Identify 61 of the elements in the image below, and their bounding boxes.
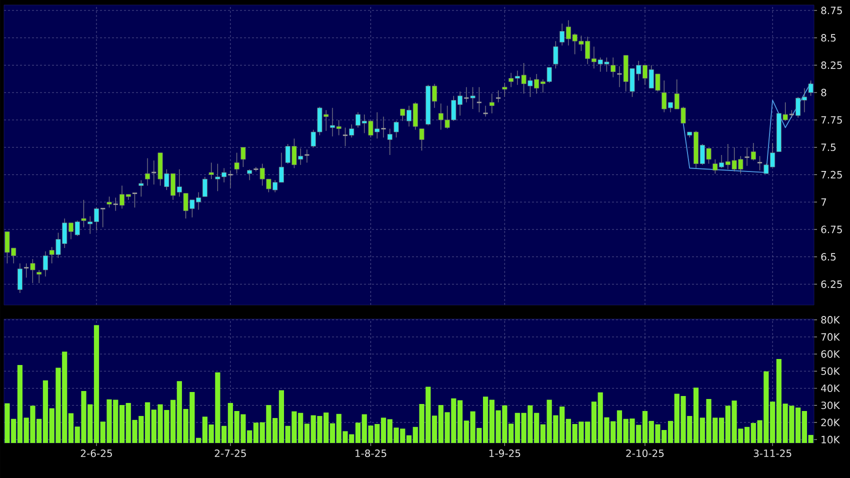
candlestick: [349, 124, 354, 138]
candlestick: [227, 170, 234, 188]
candlestick: [470, 86, 476, 110]
candlestick: [756, 156, 763, 171]
candlestick: [100, 208, 106, 228]
y-tick-label: 7.5: [821, 144, 836, 152]
y-tick-label: 7: [821, 198, 826, 206]
candlestick: [138, 180, 144, 197]
candlestick: [489, 93, 494, 114]
candlestick: [240, 147, 246, 168]
candlestick: [36, 270, 42, 284]
candlestick: [247, 168, 252, 180]
candlestick: [553, 40, 558, 69]
y-tick-label: 7.75: [821, 116, 842, 124]
candlestick: [42, 251, 48, 277]
y-tick-label: 10K: [822, 436, 840, 444]
candlestick: [30, 258, 36, 284]
candlestick: [252, 166, 259, 172]
y-tick-label: 30K: [821, 402, 840, 410]
candlestick: [202, 176, 208, 197]
y-tick-label: 50K: [821, 367, 840, 375]
candlestick: [106, 196, 112, 208]
x-tick-label: 1-8-25: [356, 450, 386, 458]
y-tick-label: 8.75: [821, 6, 842, 14]
x-tick-label: 2-7-25: [214, 450, 246, 458]
y-tick-label: 8.25: [821, 61, 842, 69]
candlestick: [482, 105, 489, 117]
candlestick: [81, 200, 86, 228]
candlestick: [750, 142, 756, 161]
y-tick-label: 70K: [821, 333, 840, 341]
y-tick-label: 40K: [821, 384, 840, 392]
x-tick-label: 1-9-25: [489, 450, 520, 458]
y-tick-label: 6.5: [821, 253, 836, 261]
y-tick-label: 80K: [821, 316, 840, 324]
y-tick-label: 7.25: [821, 170, 842, 178]
candlestick: [808, 80, 814, 96]
candlestick: [476, 86, 482, 113]
y-tick-label: 20K: [821, 418, 840, 426]
candlestick: [394, 120, 399, 138]
candlestick: [342, 127, 348, 147]
candlestick: [502, 82, 508, 98]
candlestick: [380, 116, 386, 138]
y-tick-label: 60K: [821, 350, 840, 358]
candlestick: [23, 263, 30, 278]
y-tick-label: 6.75: [821, 226, 842, 234]
candlestick: [145, 158, 150, 186]
candlestick: [208, 162, 214, 180]
candlestick: [112, 197, 119, 212]
x-tick-label: 2-10-25: [626, 450, 664, 458]
candlestick: [17, 263, 22, 294]
candlestick: [419, 128, 424, 151]
y-tick-label: 6.25: [821, 280, 842, 288]
y-tick-label: 8.5: [821, 34, 836, 42]
y-tick-label: 8: [821, 88, 826, 96]
candlestick: [387, 128, 392, 156]
candlestick: [234, 152, 240, 174]
x-tick-label: 2-6-25: [80, 450, 112, 458]
candlestick: [132, 192, 138, 208]
candlestick: [744, 147, 750, 166]
candlestick: [610, 57, 616, 78]
x-tick-label: 3-11-25: [754, 450, 792, 458]
